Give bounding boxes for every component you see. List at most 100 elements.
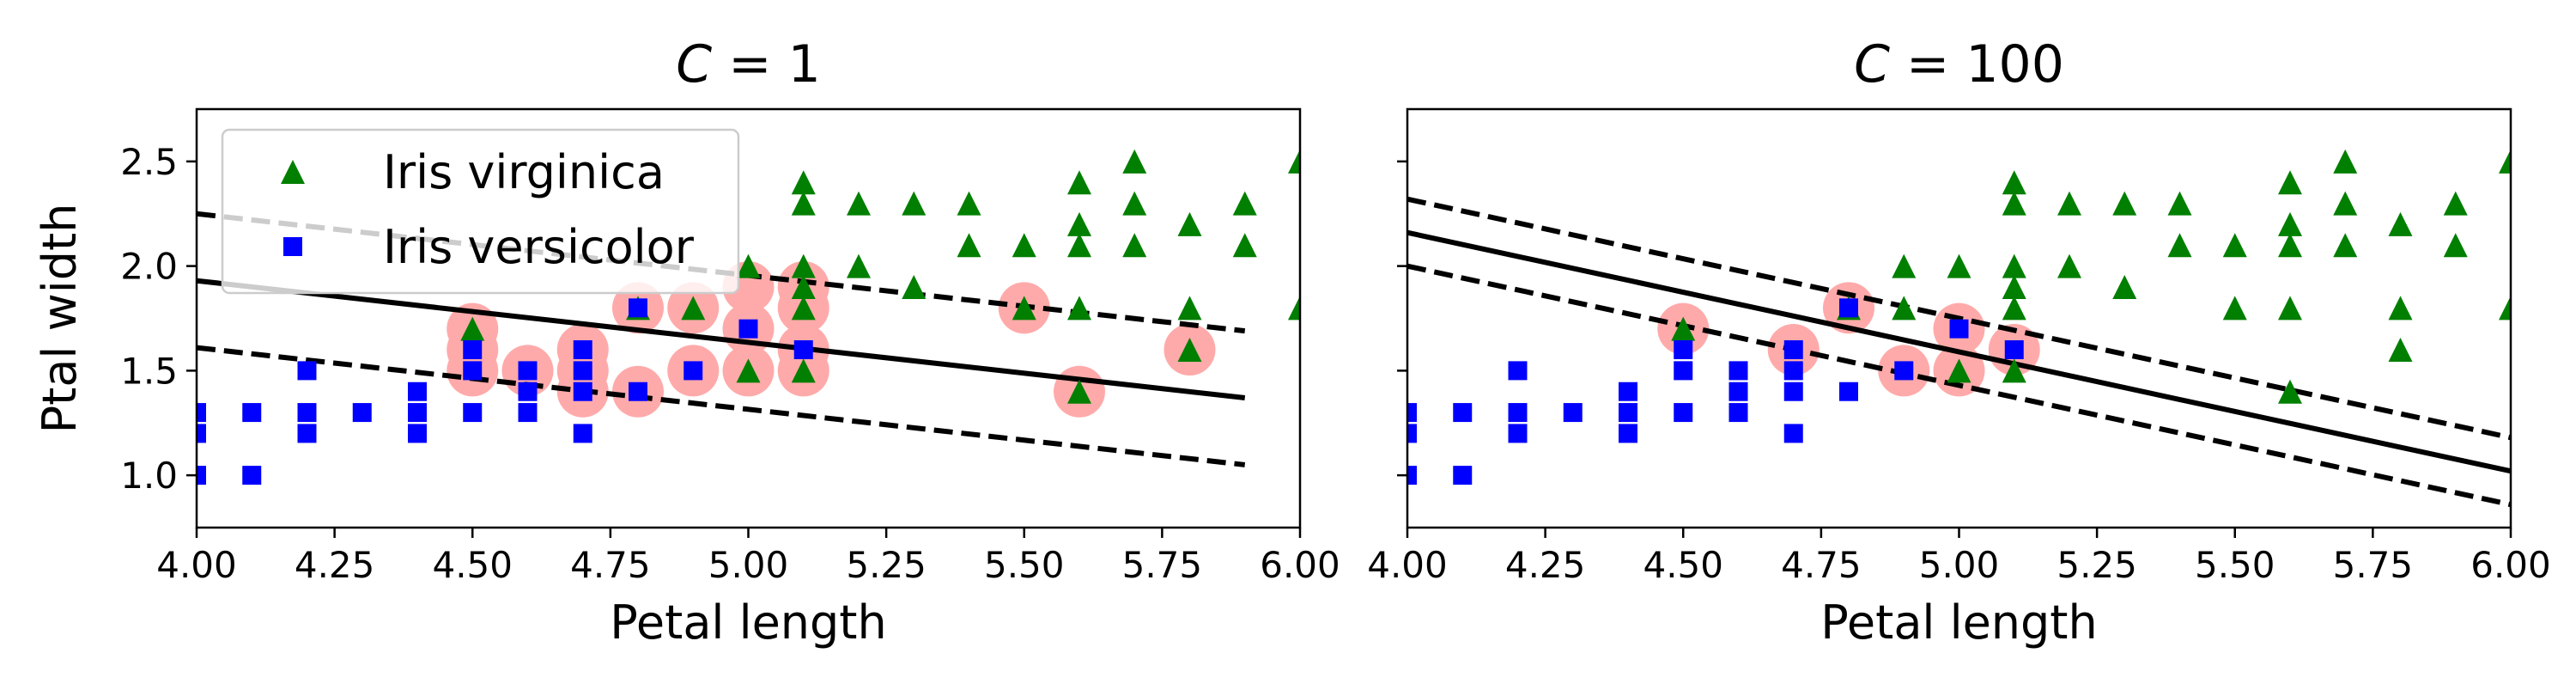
virginica-point <box>2333 233 2358 258</box>
virginica-point <box>2278 211 2302 236</box>
versicolor-point <box>1508 361 1528 381</box>
x-tick-label: 5.25 <box>2057 544 2137 586</box>
x-tick-label: 4.25 <box>1505 544 1586 586</box>
versicolor-point <box>1728 403 1748 423</box>
virginica-point <box>2333 191 2358 216</box>
versicolor-point <box>573 424 592 443</box>
virginica-point <box>1177 296 1202 321</box>
versicolor-point <box>1619 382 1637 401</box>
versicolor-point <box>463 361 483 381</box>
virginica-point <box>847 253 871 278</box>
versicolor-point <box>408 382 427 401</box>
x-axis-label: Petal length <box>1820 595 2097 650</box>
virginica-point <box>2057 253 2081 278</box>
versicolor-point <box>1783 382 1803 401</box>
virginica-point <box>2388 338 2413 363</box>
virginica-point <box>1947 253 1971 278</box>
virginica-point <box>791 170 816 195</box>
versicolor-point <box>2004 340 2024 360</box>
versicolor-point <box>352 403 372 423</box>
versicolor-point <box>297 424 317 443</box>
versicolor-point <box>1619 424 1637 443</box>
virginica-point <box>1012 296 1036 321</box>
virginica-point <box>2278 379 2302 404</box>
legend-versicolor-label: Iris versicolor <box>383 220 695 274</box>
x-tick-label: 4.50 <box>1643 544 1723 586</box>
virginica-point <box>791 358 816 383</box>
chart-c1: 4.00 4.25 4.50 4.75 5.00 5.25 5.50 5.75 6.00 1.0 1… <box>33 34 1340 650</box>
y-tick-label: 1.5 <box>120 350 178 392</box>
versicolor-point <box>573 382 592 401</box>
virginica-point <box>1177 211 1202 236</box>
x-tick-label: 4.00 <box>1367 544 1448 586</box>
virginica-point <box>2002 253 2026 278</box>
virginica-point <box>2112 191 2137 216</box>
x-tick-label: 4.50 <box>432 544 513 586</box>
virginica-point <box>2167 233 2192 258</box>
virginica-point <box>1067 296 1091 321</box>
x-tick-label: 6.00 <box>1260 544 1340 586</box>
virginica-point <box>1671 316 1696 341</box>
versicolor-point <box>1728 382 1748 401</box>
virginica-point <box>2057 191 2081 216</box>
versicolor-point <box>1839 298 1858 318</box>
margin-line <box>1407 263 2511 508</box>
virginica-point <box>460 316 485 341</box>
virginica-point <box>1288 149 1300 174</box>
x-tick-label: 5.75 <box>1122 544 1203 586</box>
chart-title: C = 1 <box>676 34 821 95</box>
virginica-point <box>2443 191 2468 216</box>
virginica-point <box>2002 274 2026 299</box>
virginica-point <box>791 191 816 216</box>
virginica-point <box>2167 191 2192 216</box>
virginica-point <box>1012 233 1036 258</box>
virginica-point <box>736 253 761 278</box>
virginica-point <box>2499 296 2511 321</box>
versicolor-point <box>1949 319 1969 339</box>
versicolor-point <box>463 340 483 360</box>
virginica-point <box>1892 253 1917 278</box>
legend-virginica-marker <box>281 160 305 184</box>
virginica-point <box>2002 296 2026 321</box>
versicolor-point <box>408 424 427 443</box>
virginica-point <box>957 191 981 216</box>
chart-title: C = 100 <box>1854 34 2064 95</box>
versicolor-point <box>1783 340 1803 360</box>
x-tick-label: 4.25 <box>295 544 375 586</box>
versicolor-point <box>1674 403 1693 423</box>
virginica-point <box>1947 358 1971 383</box>
virginica-point <box>1232 191 1257 216</box>
x-tick-label: 5.50 <box>984 544 1065 586</box>
versicolor-point <box>297 361 317 381</box>
versicolor-point <box>1674 340 1693 360</box>
legend: Iris virginica Iris versicolor <box>221 128 740 295</box>
versicolor-point <box>297 403 317 423</box>
plot-area <box>1407 149 2511 508</box>
versicolor-point <box>197 403 206 423</box>
virginica-point <box>1177 338 1202 363</box>
versicolor-point <box>1407 424 1417 443</box>
margin-line <box>1407 196 2511 441</box>
versicolor-point <box>683 361 703 381</box>
versicolor-point <box>1407 403 1417 423</box>
versicolor-point <box>1619 403 1637 423</box>
versicolor-point <box>573 340 592 360</box>
virginica-point <box>2499 149 2511 174</box>
virginica-point <box>1067 379 1091 404</box>
versicolor-point <box>573 361 592 381</box>
virginica-point <box>1232 233 1257 258</box>
x-tick-label: 4.75 <box>570 544 651 586</box>
virginica-point <box>957 233 981 258</box>
versicolor-point <box>1728 361 1748 381</box>
versicolor-point <box>463 403 483 423</box>
virginica-point <box>1067 170 1091 195</box>
versicolor-point <box>738 319 758 339</box>
virginica-point <box>681 296 706 321</box>
x-tick-label: 4.00 <box>156 544 237 586</box>
margin-line <box>197 345 1246 467</box>
x-tick-label: 4.75 <box>1781 544 1862 586</box>
versicolor-point <box>1453 466 1473 485</box>
legend-virginica-label: Iris virginica <box>383 145 665 199</box>
virginica-point <box>1892 296 1917 321</box>
virginica-point <box>1067 211 1091 236</box>
